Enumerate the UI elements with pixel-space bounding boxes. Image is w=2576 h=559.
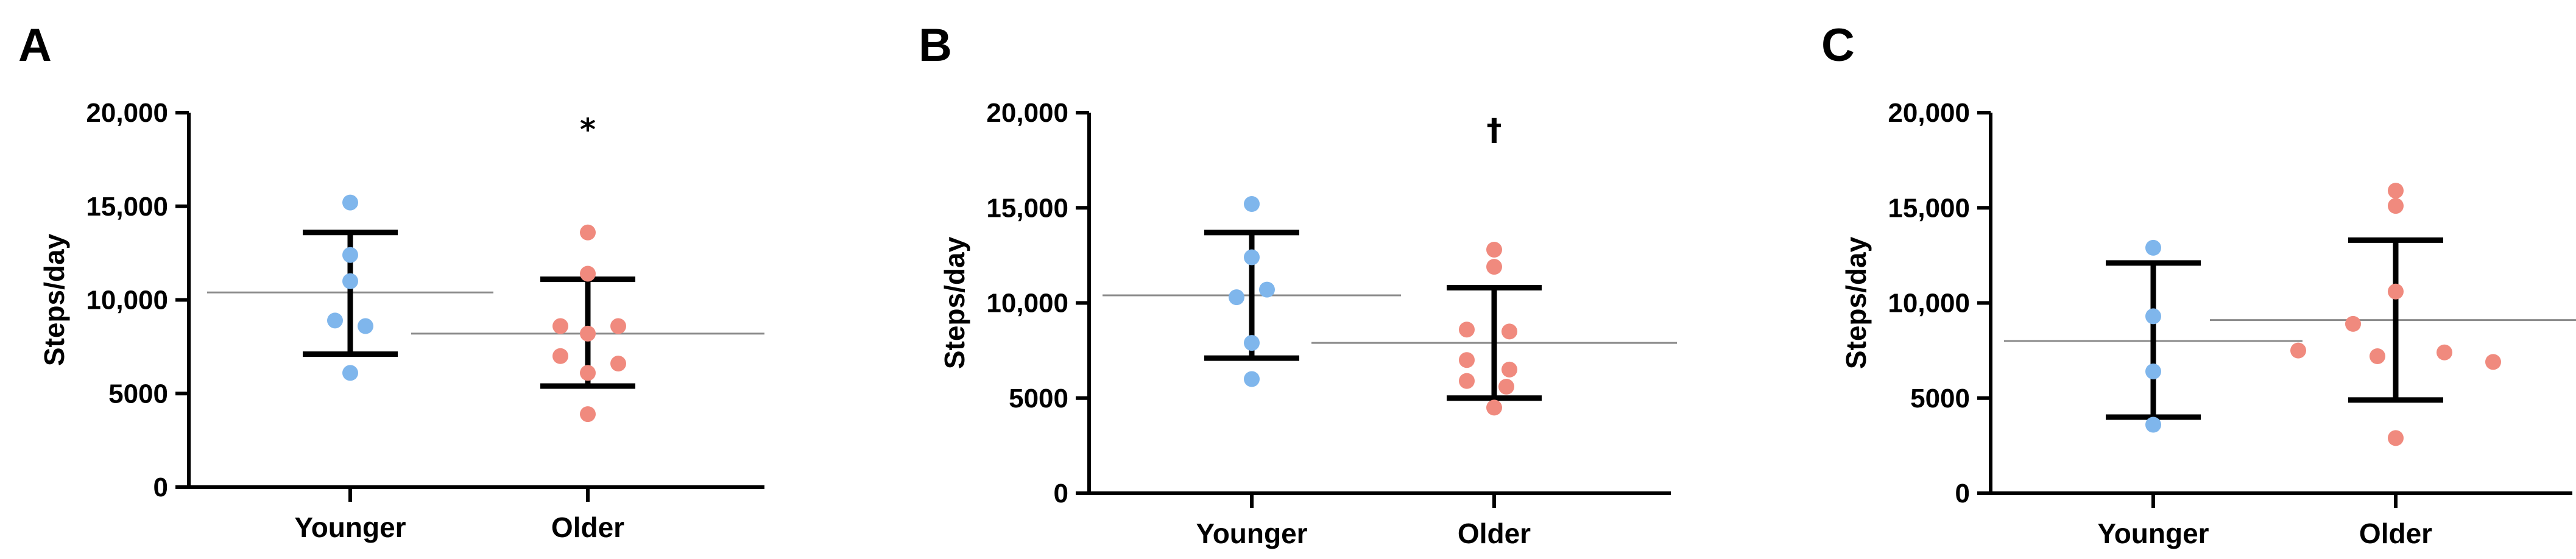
y-tick-label: 20,000 xyxy=(1888,98,1970,128)
y-axis-label: Steps/day xyxy=(38,233,70,366)
significance-marker: † xyxy=(1487,112,1502,147)
y-tick-label: 0 xyxy=(1955,479,1970,508)
data-point xyxy=(342,365,358,381)
data-point xyxy=(2485,354,2501,370)
data-point xyxy=(552,348,568,364)
x-tick-label: Older xyxy=(551,512,624,543)
data-point xyxy=(580,365,596,381)
y-tick-label: 10,000 xyxy=(1888,289,1970,318)
data-point xyxy=(2345,315,2361,332)
data-point xyxy=(1459,322,1475,338)
y-tick-label: 20,000 xyxy=(86,98,168,128)
data-point xyxy=(1501,361,1517,378)
data-point xyxy=(1486,259,1502,275)
y-tick-label: 15,000 xyxy=(86,192,168,222)
data-point xyxy=(1229,289,1244,306)
y-tick-label: 5000 xyxy=(1009,384,1068,413)
panel-letter: B xyxy=(919,19,952,71)
data-point xyxy=(580,224,596,241)
data-point xyxy=(580,406,596,423)
data-point xyxy=(1244,371,1260,387)
data-point xyxy=(2145,239,2161,256)
panel-letter: C xyxy=(1821,19,1855,71)
data-point xyxy=(2290,342,2306,359)
data-point xyxy=(342,273,358,289)
data-point xyxy=(358,318,373,334)
data-point xyxy=(2388,430,2404,446)
data-point xyxy=(580,265,596,282)
data-point xyxy=(580,325,596,342)
data-point xyxy=(327,312,343,329)
data-point xyxy=(2388,183,2404,199)
data-point xyxy=(1259,281,1275,298)
data-point xyxy=(2145,308,2161,325)
data-point xyxy=(2145,417,2161,433)
x-tick-label: Younger xyxy=(1196,518,1307,549)
data-point xyxy=(2388,198,2404,214)
x-tick-label: Older xyxy=(1458,518,1531,549)
data-point xyxy=(1459,352,1475,368)
data-point xyxy=(1244,249,1260,265)
y-tick-label: 5000 xyxy=(108,379,168,409)
y-axis-label: Steps/day xyxy=(939,236,970,369)
significance-marker: * xyxy=(580,112,596,147)
x-tick-label: Younger xyxy=(294,512,406,543)
y-tick-label: 10,000 xyxy=(986,289,1068,318)
data-point xyxy=(2437,344,2452,360)
data-point xyxy=(1501,323,1517,340)
y-axis-label: Steps/day xyxy=(1840,236,1872,369)
data-point xyxy=(2388,283,2404,300)
panel-letter: A xyxy=(18,19,52,71)
data-point xyxy=(1486,399,1502,416)
y-tick-label: 10,000 xyxy=(86,286,168,315)
x-tick-label: Older xyxy=(2359,518,2432,549)
x-tick-label: Younger xyxy=(2097,518,2209,549)
data-point xyxy=(1244,196,1260,212)
y-tick-label: 15,000 xyxy=(1888,193,1970,223)
data-point xyxy=(342,194,358,211)
data-point xyxy=(2370,348,2385,364)
data-point xyxy=(2145,364,2161,379)
y-tick-label: 0 xyxy=(1054,479,1068,508)
y-tick-label: 5000 xyxy=(1910,384,1970,413)
y-tick-label: 0 xyxy=(154,473,168,502)
y-tick-label: 20,000 xyxy=(986,98,1068,128)
data-point xyxy=(1498,379,1514,395)
data-point xyxy=(610,356,626,372)
data-point xyxy=(1244,335,1260,351)
data-point xyxy=(1459,373,1475,389)
y-tick-label: 15,000 xyxy=(986,193,1068,223)
data-point xyxy=(552,318,568,334)
data-point xyxy=(1486,242,1502,258)
data-point xyxy=(610,318,626,334)
data-point xyxy=(342,247,358,263)
